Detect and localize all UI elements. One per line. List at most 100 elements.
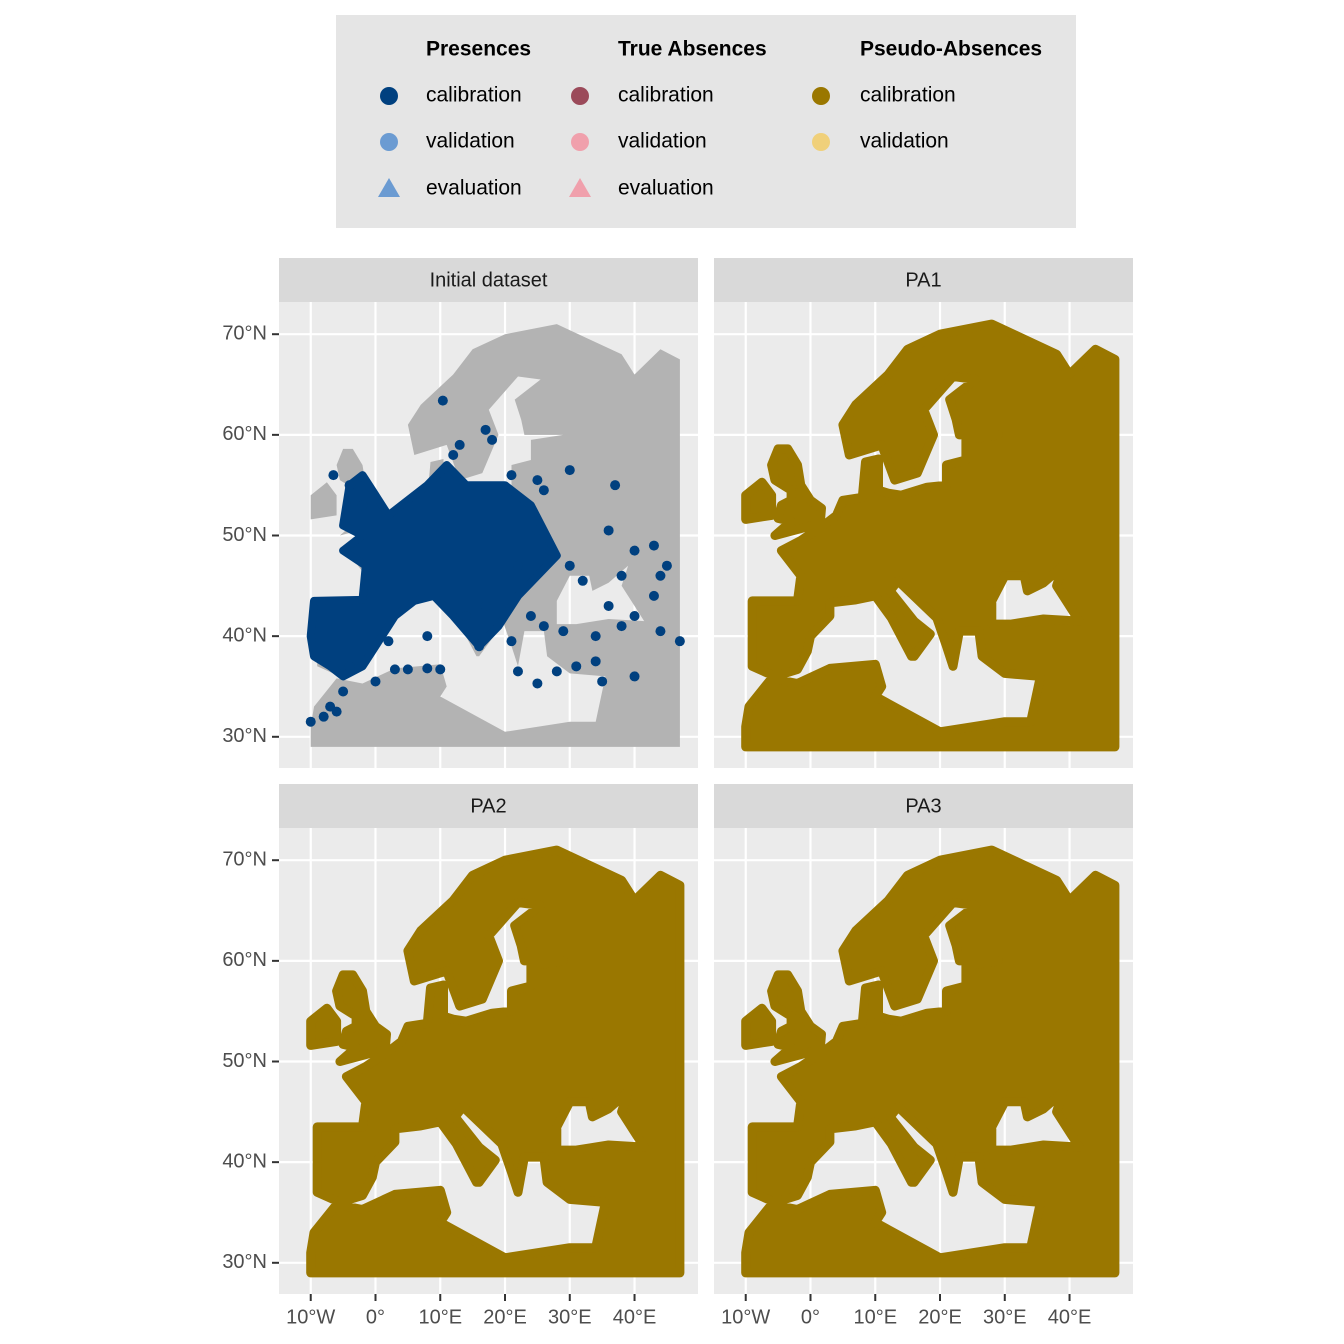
presence-point — [344, 661, 355, 672]
presence-point — [512, 560, 523, 571]
y-tick-label: 70°N — [222, 848, 267, 870]
facet-title: Initial dataset — [430, 269, 548, 291]
x-tick-label: 0° — [801, 1306, 820, 1328]
presence-point — [648, 540, 659, 551]
presence-point — [448, 449, 459, 460]
legend-label: validation — [860, 130, 949, 153]
presence-point — [506, 636, 517, 647]
strip — [714, 784, 1133, 828]
x-tick-label: 0° — [366, 1306, 385, 1328]
legend-key — [571, 87, 589, 105]
facet-title: PA1 — [905, 269, 941, 291]
legend-label: validation — [618, 130, 707, 153]
y-tick-label: 60°N — [222, 423, 267, 445]
presence-point — [435, 664, 446, 675]
presence-point — [551, 666, 562, 677]
presence-point — [305, 716, 316, 727]
presence-point — [328, 470, 339, 481]
x-tick-label: 40°E — [1048, 1306, 1092, 1328]
pseudo-absence-cloud — [741, 845, 1120, 1278]
presence-point — [603, 600, 614, 611]
presence-point — [661, 560, 672, 571]
pseudo-absence-cloud — [306, 845, 685, 1278]
presence-point — [437, 395, 448, 406]
x-tick-label: 10°E — [853, 1306, 897, 1328]
x-tick-label: 30°E — [983, 1306, 1027, 1328]
presence-point — [506, 470, 517, 481]
presence-point — [571, 661, 582, 672]
presence-point — [648, 590, 659, 601]
presence-point — [532, 525, 543, 536]
x-tick-label: 20°E — [918, 1306, 962, 1328]
presence-point — [629, 545, 640, 556]
legend-box — [336, 15, 1076, 228]
presence-point — [344, 480, 355, 491]
presence-point — [597, 676, 608, 687]
legend-key — [378, 178, 400, 197]
y-tick-label: 70°N — [222, 322, 267, 344]
facet-title: PA2 — [470, 795, 506, 817]
legend-label: evaluation — [618, 177, 714, 200]
legend-key — [812, 87, 830, 105]
presence-point — [538, 621, 549, 632]
legend-title: True Absences — [618, 38, 767, 61]
presence-point — [629, 611, 640, 622]
presence-point — [454, 439, 465, 450]
strip — [714, 258, 1133, 302]
presence-point — [370, 676, 381, 687]
presence-point — [564, 560, 575, 571]
presence-point — [512, 666, 523, 677]
facet-title: PA3 — [905, 795, 941, 817]
legend-key — [812, 133, 830, 151]
x-tick-label: 40°E — [613, 1306, 657, 1328]
presence-point — [674, 636, 685, 647]
presence-point — [389, 664, 400, 675]
x-tick-label: 30°E — [548, 1306, 592, 1328]
presence-point — [338, 686, 349, 697]
pseudo-absence-cloud — [741, 319, 1120, 752]
presence-point — [402, 664, 413, 675]
presence-point — [558, 626, 569, 637]
presence-point — [545, 545, 556, 556]
presence-point — [487, 434, 498, 445]
presence-point — [474, 641, 485, 652]
presence-point — [422, 631, 433, 642]
presence-point — [655, 626, 666, 637]
presence-point — [461, 611, 472, 622]
presence-point — [331, 706, 342, 717]
legend-label: calibration — [618, 84, 714, 107]
legend-title: Pseudo-Absences — [860, 38, 1042, 61]
legend-key — [380, 133, 398, 151]
presence-point — [590, 656, 601, 667]
presence-point — [610, 480, 621, 491]
legend-label: calibration — [426, 84, 522, 107]
presence-point — [532, 678, 543, 689]
legend-label: evaluation — [426, 177, 522, 200]
legend-key — [569, 178, 591, 197]
y-tick-label: 50°N — [222, 1050, 267, 1072]
y-tick-label: 30°N — [222, 725, 267, 747]
presence-point — [564, 465, 575, 476]
presence-point — [616, 621, 627, 632]
x-tick-label: 20°E — [483, 1306, 527, 1328]
legend-title: Presences — [426, 38, 531, 61]
y-tick-label: 60°N — [222, 949, 267, 971]
presence-point — [532, 475, 543, 486]
y-tick-label: 40°N — [222, 1150, 267, 1172]
legend-key — [380, 87, 398, 105]
presence-point — [357, 500, 368, 511]
x-tick-label: 10°W — [286, 1306, 335, 1328]
strip — [279, 784, 698, 828]
x-tick-label: 10°W — [721, 1306, 770, 1328]
presence-point — [629, 671, 640, 682]
point-cloud — [306, 461, 561, 681]
presence-point — [577, 575, 588, 586]
y-tick-label: 30°N — [222, 1251, 267, 1273]
presence-point — [525, 611, 536, 622]
presence-point — [616, 570, 627, 581]
presence-point — [603, 525, 614, 536]
presence-point — [318, 711, 329, 722]
presence-point — [655, 570, 666, 581]
strip — [279, 258, 698, 302]
